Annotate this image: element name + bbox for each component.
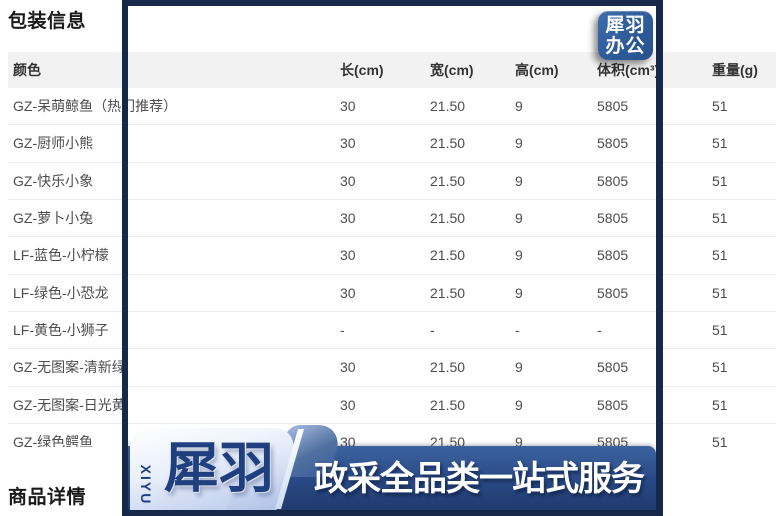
table-cell: 51 (712, 322, 728, 339)
table-row: GZ-无图案-清新绿 30 21.50 9 5805 51 (8, 349, 776, 387)
table-cell: 30 (340, 172, 356, 189)
product-detail-section-title: 商品详情 (8, 487, 87, 508)
table-cell: 21.50 (430, 172, 466, 189)
table-cell: - (430, 322, 435, 339)
packaging-section-title: 包装信息 (8, 11, 87, 32)
table-cell: 51 (712, 284, 728, 301)
table-row: LF-黄色-小狮子 - - - - 51 (8, 311, 776, 350)
table-cell: 51 (712, 172, 728, 189)
table-row: LF-蓝色-小柠檬 30 21.50 9 5805 51 (8, 237, 776, 275)
banner-slogan: 政采全品类一站式服务 (314, 460, 645, 498)
table-cell: 51 (712, 135, 728, 152)
logo-text-line2: 办公 (605, 35, 646, 57)
table-cell: 5805 (597, 135, 629, 152)
table-row: GZ-萝卜小兔 30 21.50 9 5805 51 (8, 199, 776, 238)
packaging-table: 颜色 长(cm) 宽(cm) 高(cm) 体积(cm³) 重量(g) GZ-呆萌… (8, 52, 776, 447)
table-cell: 9 (515, 210, 523, 227)
table-cell: GZ-快乐小象 (13, 172, 94, 189)
table-row: GZ-无图案-日光黄 30 21.50 9 5805 51 (8, 386, 776, 424)
table-cell: 5805 (597, 172, 629, 189)
table-cell: 5805 (597, 359, 629, 376)
table-cell: 5805 (597, 210, 629, 227)
table-cell: 21.50 (430, 98, 466, 115)
column-header-weight: 重量(g) (712, 62, 758, 78)
table-cell: 21.50 (430, 396, 466, 413)
table-cell: 30 (340, 98, 356, 115)
table-cell: 21.50 (430, 359, 466, 376)
column-header-width: 宽(cm) (430, 62, 474, 78)
brand-name-cn: 犀羽 (164, 437, 275, 499)
table-row: GZ-快乐小象 30 21.50 9 5805 51 (8, 162, 776, 200)
column-header-length: 长(cm) (340, 62, 384, 78)
table-cell: 51 (712, 247, 728, 264)
table-cell: 51 (712, 396, 728, 413)
table-cell: 51 (712, 434, 728, 447)
table-cell: 30 (340, 284, 356, 301)
table-cell: LF-黄色-小狮子 (13, 322, 109, 339)
logo-text-line1: 犀羽 (605, 14, 646, 36)
table-cell: 5805 (597, 247, 629, 264)
table-cell: GZ-萝卜小兔 (13, 210, 94, 227)
table-cell: 5805 (597, 284, 629, 301)
table-cell: 5805 (597, 396, 629, 413)
table-cell: GZ-绿色鳄鱼 (13, 434, 94, 447)
table-cell: GZ-无图案-清新绿 (13, 359, 126, 376)
table-body: GZ-呆萌鲸鱼（热门推荐） 30 21.50 9 5805 51 GZ-厨师小熊 30 21.5… (8, 88, 776, 447)
table-cell: 21.50 (430, 434, 466, 447)
table-cell: 5805 (597, 98, 629, 115)
table-cell: 51 (712, 98, 728, 115)
table-cell: 21.50 (430, 284, 466, 301)
table-cell: 21.50 (430, 210, 466, 227)
table-cell: 30 (340, 359, 356, 376)
table-cell: 51 (712, 210, 728, 227)
column-header-volume: 体积(cm³) (597, 62, 660, 78)
table-row: GZ-呆萌鲸鱼（热门推荐） 30 21.50 9 5805 51 (8, 88, 776, 126)
table-cell: - (597, 322, 602, 339)
table-cell: 5805 (597, 434, 629, 447)
table-cell: 9 (515, 359, 523, 376)
table-cell: 9 (515, 434, 523, 447)
table-cell: 9 (515, 247, 523, 264)
watermark-frame: 犀羽 办公 政采全品类一站式服务 XIYU 犀羽 (122, 0, 663, 516)
table-cell: 51 (712, 359, 728, 376)
table-cell: 30 (340, 210, 356, 227)
column-header-color: 颜色 (13, 62, 41, 78)
xiyu-office-logo: 犀羽 办公 (598, 11, 653, 60)
brand-name-en: XIYU (138, 464, 154, 506)
table-cell: 30 (340, 396, 356, 413)
table-cell: 9 (515, 396, 523, 413)
table-row: GZ-厨师小熊 30 21.50 9 5805 51 (8, 125, 776, 163)
column-header-height: 高(cm) (515, 62, 559, 78)
table-cell: GZ-无图案-日光黄 (13, 396, 126, 413)
table-cell: 9 (515, 98, 523, 115)
table-cell: 30 (340, 434, 356, 447)
table-cell: - (340, 322, 345, 339)
table-cell: 21.50 (430, 247, 466, 264)
table-cell: LF-蓝色-小柠檬 (13, 247, 109, 264)
table-row: LF-绿色-小恐龙 30 21.50 9 5805 51 (8, 274, 776, 312)
table-cell: 30 (340, 247, 356, 264)
table-cell: 9 (515, 172, 523, 189)
table-cell: LF-绿色-小恐龙 (13, 284, 109, 301)
table-cell: GZ-厨师小熊 (13, 135, 94, 152)
table-cell: 30 (340, 135, 356, 152)
table-cell: 21.50 (430, 135, 466, 152)
brand-banner: 政采全品类一站式服务 XIYU 犀羽 (128, 425, 656, 510)
table-cell: 9 (515, 284, 523, 301)
table-cell: GZ-呆萌鲸鱼（热门推荐） (13, 98, 178, 115)
table-cell: 9 (515, 135, 523, 152)
table-cell: - (515, 322, 520, 339)
